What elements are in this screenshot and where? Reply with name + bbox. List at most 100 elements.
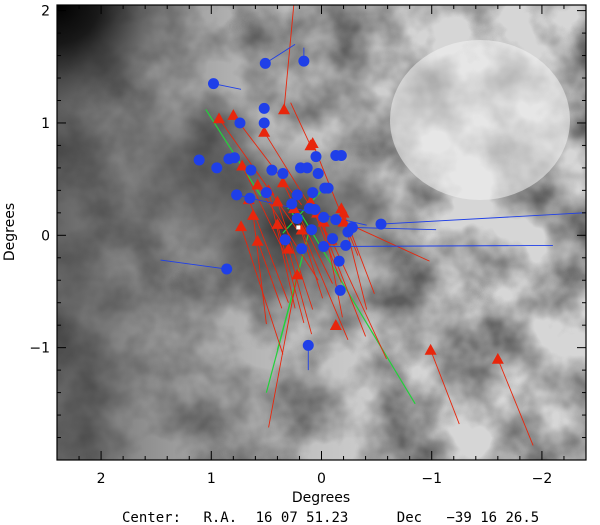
white-marker bbox=[296, 225, 301, 230]
circle-marker bbox=[277, 168, 289, 180]
circle-marker bbox=[340, 239, 352, 251]
circle-marker bbox=[335, 150, 347, 162]
circle-marker bbox=[302, 339, 314, 351]
triangle-vector bbox=[268, 190, 296, 309]
triangle-marker bbox=[304, 139, 317, 151]
triangle-vector bbox=[430, 349, 460, 425]
circle-marker bbox=[245, 164, 257, 176]
circle-marker bbox=[298, 55, 310, 67]
triangle-vector bbox=[276, 201, 314, 310]
triangle-vector bbox=[288, 248, 313, 335]
circle-marker bbox=[207, 78, 219, 90]
triangle-vector bbox=[218, 118, 298, 230]
triangle-marker bbox=[227, 109, 240, 120]
x-tick-label: 0 bbox=[317, 471, 326, 487]
triangle-vector bbox=[252, 215, 267, 325]
circle-vector bbox=[323, 244, 553, 247]
triangle-vector bbox=[241, 165, 285, 253]
circle-marker bbox=[291, 189, 303, 201]
x-tick-label: −2 bbox=[532, 471, 553, 487]
circle-marker bbox=[334, 284, 346, 296]
triangle-marker bbox=[251, 234, 264, 246]
circle-marker bbox=[333, 255, 345, 267]
dec-label: Dec bbox=[397, 510, 422, 525]
triangle-vector bbox=[268, 274, 298, 428]
circle-marker bbox=[306, 224, 318, 236]
triangle-marker bbox=[247, 209, 260, 220]
triangle-marker bbox=[337, 215, 350, 227]
triangle-vector bbox=[283, 5, 295, 110]
triangle-vector bbox=[290, 102, 311, 146]
y-tick-label: −1 bbox=[29, 341, 50, 357]
x-tick-label: 2 bbox=[97, 471, 106, 487]
triangle-marker bbox=[213, 112, 226, 124]
circle-marker bbox=[211, 162, 223, 174]
triangle-vector bbox=[301, 229, 349, 340]
circle-marker bbox=[312, 168, 324, 180]
circle-marker bbox=[234, 117, 246, 129]
circle-marker bbox=[258, 117, 270, 129]
triangle-marker bbox=[235, 220, 248, 232]
triangle-vector bbox=[497, 358, 534, 446]
x-tick-label: 1 bbox=[207, 471, 216, 487]
triangle-marker bbox=[236, 159, 249, 171]
x-tick-label: −1 bbox=[421, 471, 442, 487]
circle-marker bbox=[291, 212, 303, 224]
triangle-vector bbox=[232, 114, 303, 206]
circle-marker bbox=[260, 187, 272, 199]
circle-marker bbox=[259, 57, 271, 69]
circle-marker bbox=[296, 243, 308, 255]
circle-marker bbox=[221, 263, 233, 275]
circle-marker bbox=[375, 218, 387, 230]
x-axis-title: Degrees bbox=[292, 490, 350, 506]
triangle-marker bbox=[337, 206, 350, 218]
markers bbox=[193, 55, 504, 364]
y-tick-label: 0 bbox=[41, 228, 50, 244]
triangle-marker bbox=[251, 178, 264, 190]
triangle-marker bbox=[271, 195, 284, 207]
triangle-vector bbox=[316, 212, 367, 337]
circle-marker bbox=[228, 152, 240, 164]
triangle-marker bbox=[258, 125, 271, 137]
center-caption: Center: R.A. 16 07 51.23 Dec −39 16 26.5 bbox=[122, 510, 539, 525]
circle-marker bbox=[342, 226, 354, 238]
circle-marker bbox=[318, 211, 330, 223]
circle-marker bbox=[193, 154, 205, 166]
circle-vector bbox=[265, 43, 296, 64]
center-label: Center: bbox=[122, 510, 181, 525]
triangle-vector bbox=[263, 131, 329, 236]
circle-marker bbox=[327, 233, 339, 245]
circle-marker bbox=[310, 151, 322, 163]
extinction-map-background bbox=[57, 5, 586, 460]
triangle-marker bbox=[424, 343, 437, 355]
ra-value: 16 07 51.23 bbox=[256, 510, 349, 525]
y-axis-title: Degrees bbox=[2, 203, 18, 261]
circle-marker bbox=[266, 164, 278, 176]
circle-marker bbox=[309, 203, 321, 215]
circle-marker bbox=[322, 182, 334, 194]
circle-marker bbox=[244, 192, 256, 204]
triangle-marker bbox=[491, 352, 504, 364]
triangle-marker bbox=[291, 268, 304, 280]
triangle-marker bbox=[282, 242, 295, 254]
triangle-marker bbox=[329, 319, 342, 330]
circle-marker bbox=[301, 162, 313, 174]
y-tick-label: 1 bbox=[41, 116, 50, 132]
y-tick-label: 2 bbox=[41, 4, 50, 20]
dec-value: −39 16 26.5 bbox=[447, 510, 540, 525]
circle-vector bbox=[160, 259, 227, 270]
circle-marker bbox=[318, 241, 330, 253]
circle-marker bbox=[307, 187, 319, 199]
circle-marker bbox=[286, 198, 298, 210]
ra-label: R.A. bbox=[203, 510, 237, 525]
circle-marker bbox=[330, 214, 342, 226]
triangle-marker bbox=[271, 218, 284, 229]
circle-marker bbox=[231, 189, 243, 201]
triangle-marker bbox=[278, 103, 291, 115]
triangle-vector bbox=[257, 240, 283, 309]
circle-vector bbox=[352, 226, 437, 231]
axis-ticks: 2 1 0 −1 −2 −1 0 1 2 bbox=[29, 4, 587, 487]
triangle-marker bbox=[295, 223, 308, 235]
triangle-marker bbox=[276, 176, 289, 188]
